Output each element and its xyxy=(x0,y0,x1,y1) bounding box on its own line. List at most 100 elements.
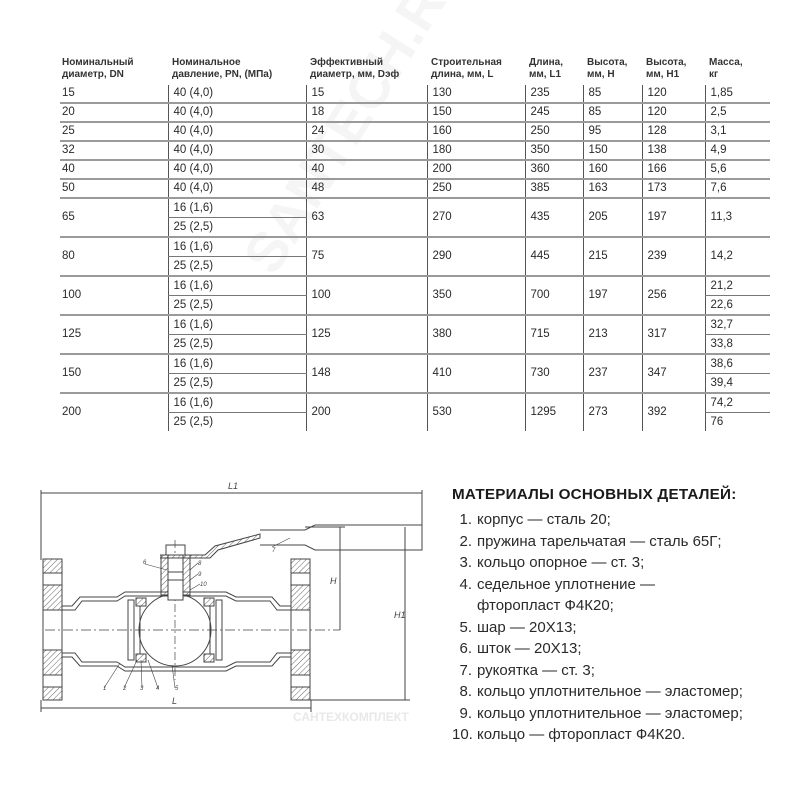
column-header-line: Длина, xyxy=(529,57,564,68)
material-item-continuation: фторопласт Ф4К20; xyxy=(477,597,614,614)
cell-l: 290 xyxy=(426,237,525,277)
column-header: Высота, мм, H xyxy=(583,57,642,85)
item-number: 2. xyxy=(459,532,472,550)
cell-pn: 16 (1,6) xyxy=(167,276,306,296)
table-subrow: 25 (2,5) 39,4 xyxy=(60,373,770,394)
item-number: 8. xyxy=(459,683,472,700)
material-item: 7. рукоятка — ст. 3; xyxy=(452,660,743,682)
svg-text:L1: L1 xyxy=(228,481,238,491)
item-number: 7. xyxy=(459,661,472,679)
cell-dn: 50 xyxy=(60,179,168,199)
column-header-line: мм, L1 xyxy=(529,69,562,80)
dimension-l1: L1 xyxy=(40,481,423,560)
cell-dn: 25 xyxy=(60,122,168,142)
table-row: 40 40 (4,0) 40 200 360 160 166 5,6 xyxy=(60,160,770,180)
materials-title: МАТЕРИАЛЫ ОСНОВНЫХ ДЕТАЛЕЙ: xyxy=(452,487,737,503)
svg-text:4: 4 xyxy=(156,686,160,692)
column-header-line: мм, H1 xyxy=(646,69,680,80)
cell-mass: 76 xyxy=(704,412,770,431)
cell-mass: 1,85 xyxy=(704,85,770,104)
cell-h1: 138 xyxy=(641,141,705,161)
cell-mass: 38,6 xyxy=(704,354,770,374)
column-header: Эффективный диаметр, мм, Dэф xyxy=(306,57,427,85)
cell-pn: 40 (4,0) xyxy=(167,103,306,123)
cell-dn: 80 xyxy=(60,237,168,277)
item-text: шар — 20Х13; xyxy=(477,618,577,636)
item-text: седельное уплотнение — xyxy=(477,575,656,593)
dimension-h1: H1 xyxy=(310,527,410,701)
cell-l: 380 xyxy=(426,315,525,355)
cell-pn: 40 (4,0) xyxy=(167,122,306,142)
svg-text:5: 5 xyxy=(175,686,179,692)
material-item: 1. корпус — сталь 20; xyxy=(452,509,743,531)
cell-deff: 63 xyxy=(305,198,427,238)
table-subrow: 25 (2,5) xyxy=(60,217,770,238)
cell-h: 213 xyxy=(582,315,642,355)
column-header: Строительная длина, мм, L xyxy=(427,57,525,85)
svg-text:L: L xyxy=(172,696,177,706)
table-subrow: 25 (2,5) 22,6 xyxy=(60,295,770,316)
cell-mass: 5,6 xyxy=(704,160,770,180)
column-header-line: кг xyxy=(709,69,719,80)
table-row: 200 16 (1,6) 200 530 1295 273 392 74,2 xyxy=(60,393,770,431)
table-subrow: 25 (2,5) xyxy=(60,256,770,277)
cell-pn: 16 (1,6) xyxy=(167,393,306,413)
cell-pn: 40 (4,0) xyxy=(167,85,306,104)
svg-text:6: 6 xyxy=(143,560,147,566)
cell-h1: 197 xyxy=(641,198,705,238)
cell-mass: 32,7 xyxy=(704,315,770,335)
table-subrow: 25 (2,5) 33,8 xyxy=(60,334,770,355)
column-header-line: Строительная xyxy=(431,57,502,68)
svg-text:1: 1 xyxy=(103,686,106,692)
cell-h1: 256 xyxy=(641,276,705,316)
cell-h: 273 xyxy=(582,393,642,431)
cell-dn: 100 xyxy=(60,276,168,316)
cell-l1: 360 xyxy=(524,160,583,180)
cell-l1: 730 xyxy=(524,354,583,394)
cell-mass: 22,6 xyxy=(704,295,770,316)
item-text: кольцо уплотнительное — эластомер; xyxy=(477,683,743,700)
item-number: 4. xyxy=(459,575,472,593)
cell-mass: 4,9 xyxy=(704,141,770,161)
cell-deff: 148 xyxy=(305,354,427,394)
cell-dn: 20 xyxy=(60,103,168,123)
item-text: пружина тарельчатая — сталь 65Г; xyxy=(477,532,722,550)
item-text: рукоятка — ст. 3; xyxy=(477,661,595,679)
cell-h: 215 xyxy=(582,237,642,277)
cell-l1: 250 xyxy=(524,122,583,142)
cell-l: 200 xyxy=(426,160,525,180)
cell-h: 237 xyxy=(582,354,642,394)
svg-text:2: 2 xyxy=(122,686,127,692)
cell-l: 410 xyxy=(426,354,525,394)
column-header-line: диаметр, DN xyxy=(62,69,124,80)
item-number: 1. xyxy=(459,511,472,528)
cell-l1: 1295 xyxy=(524,393,583,431)
cell-dn: 125 xyxy=(60,315,168,355)
item-text: кольцо уплотнительное — эластомер; xyxy=(477,704,743,722)
cell-h: 95 xyxy=(582,122,642,142)
cell-h: 85 xyxy=(582,85,642,104)
cell-h1: 173 xyxy=(641,179,705,199)
cell-l: 130 xyxy=(426,85,525,104)
cell-l: 180 xyxy=(426,141,525,161)
cell-l1: 435 xyxy=(524,198,583,238)
cell-h: 150 xyxy=(582,141,642,161)
cell-l: 150 xyxy=(426,103,525,123)
cell-l: 270 xyxy=(426,198,525,238)
item-number: 3. xyxy=(459,554,472,571)
specification-table: Номинальный диаметр, DN Номинальное давлени… xyxy=(60,57,770,431)
cell-mass: 39,4 xyxy=(704,373,770,394)
column-header-line: длина, мм, L xyxy=(431,69,494,80)
cell-dn: 40 xyxy=(60,160,168,180)
bottom-watermark: САНТЕХКОМПЛЕКТ xyxy=(293,710,409,724)
column-header-line: Высота, xyxy=(587,57,628,68)
column-header: Высота, мм, H1 xyxy=(642,57,705,85)
cell-h1: 239 xyxy=(641,237,705,277)
cell-pn: 25 (2,5) xyxy=(167,256,306,277)
cell-deff: 30 xyxy=(305,141,427,161)
column-header: Масса, кг xyxy=(705,57,770,85)
cell-deff: 100 xyxy=(305,276,427,316)
column-header-line: диаметр, мм, Dэф xyxy=(310,69,400,80)
cell-l: 530 xyxy=(426,393,525,431)
item-number: 10. xyxy=(452,726,473,743)
